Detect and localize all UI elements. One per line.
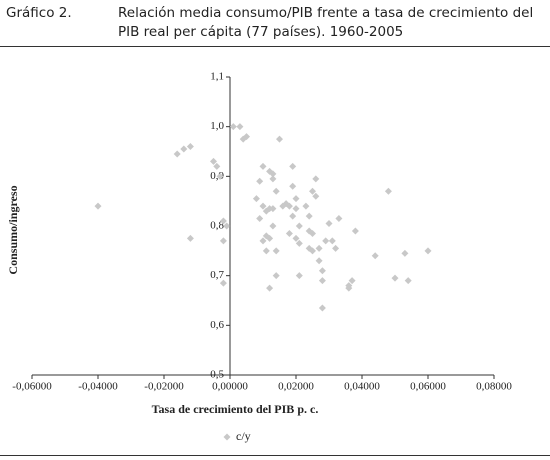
y-tick-label: 0,8 — [210, 220, 224, 232]
point — [262, 247, 270, 255]
point — [295, 272, 303, 280]
point — [315, 244, 323, 252]
point — [285, 229, 293, 237]
x-tick-label: 0,08000 — [476, 381, 512, 393]
point — [371, 252, 379, 260]
point — [318, 304, 326, 312]
x-tick-label: -0,06000 — [12, 381, 52, 393]
point — [289, 212, 297, 220]
legend-label: c/y — [236, 429, 251, 443]
point — [213, 162, 221, 170]
point — [219, 279, 227, 287]
point — [269, 222, 277, 230]
point — [302, 202, 310, 210]
point — [328, 237, 336, 245]
chart-title: Relación media consumo/PIB frente a tasa… — [118, 5, 534, 40]
x-tick-label: -0,02000 — [144, 381, 184, 393]
point — [219, 217, 227, 225]
rule — [0, 46, 550, 47]
point — [315, 257, 323, 265]
point — [391, 274, 399, 282]
point — [295, 239, 303, 247]
point — [401, 249, 409, 257]
point — [325, 220, 333, 228]
legend-marker — [223, 433, 231, 441]
point — [345, 282, 353, 290]
point — [348, 277, 356, 285]
y-tick-label: 0,5 — [210, 369, 224, 381]
point — [266, 234, 274, 242]
point — [305, 212, 313, 220]
point — [210, 157, 217, 165]
point — [289, 162, 297, 170]
y-tick-label: 1,1 — [210, 71, 224, 83]
point — [243, 133, 250, 141]
point — [216, 172, 224, 180]
point — [335, 215, 343, 223]
point — [223, 222, 231, 230]
point — [318, 277, 326, 285]
point — [256, 177, 264, 185]
point — [309, 187, 316, 195]
point — [252, 195, 260, 203]
point — [186, 234, 194, 242]
point — [219, 237, 227, 245]
point — [289, 182, 297, 190]
figure-label: Gráfico 2. — [6, 5, 72, 21]
point — [266, 284, 274, 292]
point — [259, 162, 267, 170]
point — [351, 227, 359, 235]
y-tick-label: 0,6 — [210, 319, 224, 331]
point — [292, 195, 300, 203]
x-tick-label: -0,04000 — [78, 381, 118, 393]
point — [229, 123, 237, 131]
point — [186, 143, 194, 151]
x-tick-label: 0,02000 — [278, 381, 314, 393]
point — [384, 187, 392, 195]
point — [272, 272, 280, 280]
point — [276, 135, 283, 143]
x-tick-label: 0,04000 — [344, 381, 380, 393]
point — [285, 202, 293, 210]
point — [180, 145, 188, 153]
point — [309, 247, 316, 255]
point — [309, 229, 316, 237]
y-tick-label: 1,0 — [210, 120, 224, 132]
point — [292, 205, 300, 213]
point — [332, 244, 340, 252]
point — [173, 150, 181, 158]
point — [322, 237, 330, 245]
x-tick-label: 0,06000 — [410, 381, 446, 393]
point — [312, 192, 320, 200]
point — [259, 237, 267, 245]
y-tick-label: 0,7 — [210, 269, 224, 281]
point — [292, 234, 300, 242]
point — [269, 175, 277, 183]
point — [404, 277, 412, 285]
point — [269, 205, 277, 213]
point — [312, 175, 320, 183]
point — [272, 247, 280, 255]
point — [424, 247, 432, 255]
point — [295, 222, 303, 230]
point — [318, 267, 326, 275]
point — [256, 215, 264, 223]
y-axis-label: Consumo/ingreso — [6, 185, 20, 274]
x-axis-label: Tasa de crecimiento del PIB p. c. — [152, 402, 319, 416]
point — [236, 123, 244, 131]
point — [269, 170, 277, 178]
x-tick-label: 0,00000 — [212, 381, 248, 393]
point — [259, 202, 267, 210]
rule — [0, 455, 550, 456]
point — [94, 202, 102, 210]
point — [272, 187, 280, 195]
